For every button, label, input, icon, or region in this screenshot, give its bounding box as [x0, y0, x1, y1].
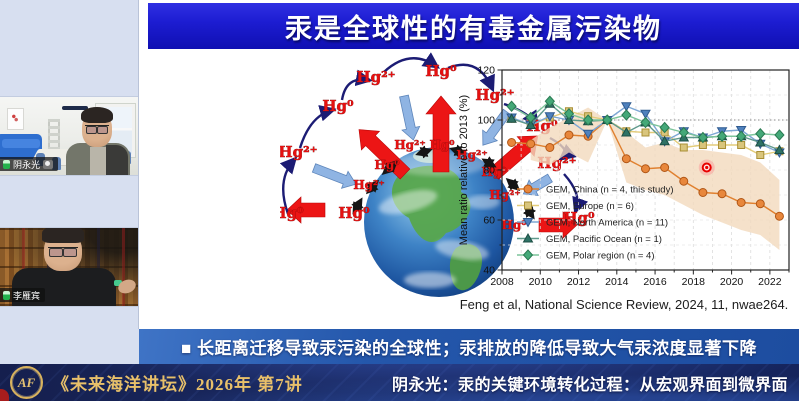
forum-series-title: 《未来海洋讲坛》2026年 第7讲: [52, 375, 303, 394]
mercury-trend-chart: 2008 2010 2012 2014 2016 2018 2020 2022 40 60 80 10…: [455, 62, 795, 294]
hg-species-label: Hg²⁺: [356, 68, 395, 86]
laser-pointer-dot: [698, 159, 715, 176]
presentation-slide: 汞是全球性的有毒金属污染物: [139, 0, 799, 364]
participant-1-nametag: 阴永光: [0, 157, 59, 171]
forum-logo-text: AF: [17, 374, 36, 390]
earth-globe: [364, 147, 514, 297]
video-tile-speaker-2[interactable]: 李雁宾: [0, 228, 138, 306]
svg-text:2022: 2022: [758, 276, 782, 288]
slide-title-bar: 汞是全球性的有毒金属污染物: [148, 3, 799, 49]
participant-2-nametag: 李雁宾: [0, 288, 46, 302]
svg-text:60: 60: [483, 215, 495, 227]
svg-text:GEM, North America (n = 11): GEM, North America (n = 11): [546, 218, 668, 229]
speaker-icon: [43, 159, 54, 169]
hg-species-label: Hg⁰: [338, 204, 370, 222]
svg-text:GEM, Pacific Ocean (n = 1): GEM, Pacific Ocean (n = 1): [546, 234, 662, 245]
hg-species-label: Hg⁰: [482, 165, 507, 179]
svg-text:120: 120: [477, 65, 495, 77]
svg-text:GEM, Polar region (n = 4): GEM, Polar region (n = 4): [546, 251, 655, 262]
svg-text:40: 40: [483, 265, 495, 277]
slide-title: 汞是全球性的有毒金属污染物: [285, 13, 662, 44]
video-tile-speaker-1[interactable]: 阴永光: [0, 97, 138, 175]
hg-species-label: Hg²⁺: [280, 143, 318, 161]
hg-species-label: Hg²⁺: [353, 178, 384, 192]
corner-accent: [0, 389, 9, 401]
svg-text:2008: 2008: [490, 276, 514, 288]
mic-icon: [3, 159, 10, 169]
hg-species-label: Hg⁰: [563, 209, 595, 227]
svg-text:2016: 2016: [643, 276, 667, 288]
participant-1-name: 阴永光: [13, 159, 41, 170]
svg-text:2018: 2018: [682, 276, 706, 288]
hg-species-label: Hg²⁺: [475, 86, 514, 104]
footer-bar: AF 《未来海洋讲坛》2026年 第7讲 阴永光：汞的关键环境转化过程：从宏观界…: [0, 364, 799, 401]
svg-text:Mean ratio relative to 2013 (%: Mean ratio relative to 2013 (%): [458, 95, 470, 245]
hg-species-label: Hg⁰: [322, 97, 354, 115]
forum-logo: AF: [10, 366, 43, 399]
svg-text:80: 80: [483, 165, 495, 177]
svg-text:2012: 2012: [567, 276, 591, 288]
svg-text:2020: 2020: [720, 276, 744, 288]
hg-species-label: Hg²⁺: [456, 148, 487, 162]
chart-citation: Feng et al, National Science Review, 202…: [459, 297, 789, 312]
svg-text:100: 100: [477, 115, 495, 127]
mic-icon: [3, 290, 10, 300]
hg-species-label: Hg⁰: [430, 138, 455, 152]
participant-2-name: 李雁宾: [13, 290, 41, 301]
svg-text:2010: 2010: [529, 276, 553, 288]
hg-species-label: Hg⁰: [425, 62, 457, 80]
svg-text:GEM, China (n = 4, this study): GEM, China (n = 4, this study): [546, 185, 674, 196]
svg-text:2014: 2014: [605, 276, 629, 288]
hg-species-label: Hg²⁺: [394, 138, 425, 152]
lecture-title: 阴永光：汞的关键环境转化过程：从宏观界面到微界面: [392, 376, 789, 394]
virtual-background-room: [0, 97, 138, 175]
hg-species-label: Hg⁰: [280, 204, 304, 222]
hg-species-labels: Hg²⁺Hg⁰Hg²⁺Hg⁰Hg⁰Hg²⁺Hg²⁺Hg⁰Hg⁰Hg⁰Hg²⁺Hg…: [272, 62, 595, 233]
hg-species-label: Hg⁰: [375, 158, 400, 172]
glasses: [48, 247, 78, 257]
participant-1: [60, 107, 138, 175]
slide-message-bar: ■ 长距离迁移导致汞污染的全球性；汞排放的降低导致大气汞浓度显著下降: [139, 329, 799, 364]
svg-text:GEM, Europe (n = 6): GEM, Europe (n = 6): [546, 201, 634, 212]
mercury-cycle-illustration: Hg²⁺Hg⁰Hg²⁺Hg⁰Hg⁰Hg²⁺Hg²⁺Hg⁰Hg⁰Hg⁰Hg²⁺Hg…: [272, 52, 600, 328]
glasses: [85, 125, 109, 134]
slide-message: ■ 长距离迁移导致汞污染的全球性；汞排放的降低导致大气汞浓度显著下降: [181, 339, 757, 358]
